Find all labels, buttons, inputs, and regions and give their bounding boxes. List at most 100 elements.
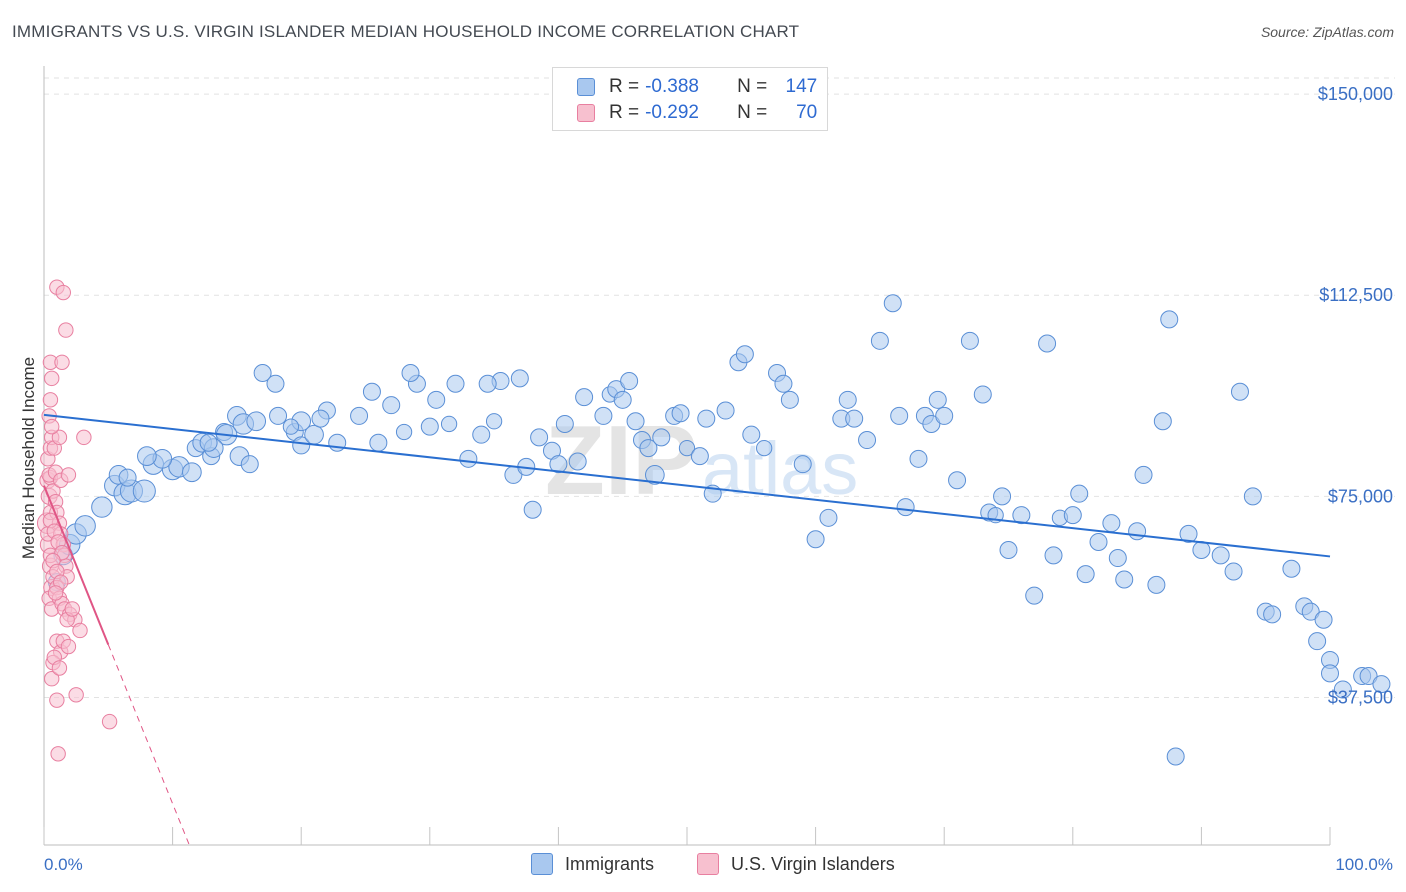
immigrants-point [928,390,947,409]
immigrants-point [1134,465,1153,484]
immigrants-point [311,409,330,428]
immigrants-point [246,411,267,432]
immigrants-point [137,446,157,466]
immigrants-point [960,331,979,350]
immigrants-point [716,401,735,420]
immigrants-point [652,428,671,447]
source-label: Source: ZipAtlas.com [1260,24,1394,40]
immigrants-point [613,390,632,409]
y-tick-label: $150,000 [1318,84,1393,104]
immigrants-point [182,462,202,483]
immigrants-point [549,455,568,474]
immigrants-point [780,390,799,409]
immigrants-point [890,406,909,425]
immigrants-point [735,345,754,364]
immigrants-point [870,331,889,350]
r-label: R = [609,102,640,123]
stats-legend: R = -0.388 N = 147 R = -0.292 N = 70 [552,67,828,131]
virgin-islanders-trend-line [43,485,110,646]
immigrants-point [1314,610,1333,629]
immigrants-point [382,396,401,415]
y-tick-label: $75,000 [1328,486,1393,506]
virgin-islanders-point [101,713,118,730]
virgin-islanders-point [64,601,80,617]
virgin-islanders-swatch [577,104,595,122]
gridlines [44,77,1395,698]
immigrants-point [626,412,645,431]
immigrants-point [350,406,369,425]
immigrants-point [1359,667,1378,686]
immigrants-point [459,449,478,468]
immigrants-point [1115,570,1134,589]
virgin-islanders-point [76,429,92,446]
immigrants-point [568,452,587,471]
legend-item-virgin-islanders[interactable]: U.S. Virgin Islanders [697,853,895,875]
immigrants-point [948,471,967,490]
virgin-islanders-point [60,638,77,655]
immigrants-point [440,415,458,433]
immigrants-point [199,433,218,452]
n-value: 70 [796,102,818,123]
chart-title: IMMIGRANTS VS U.S. VIRGIN ISLANDER MEDIA… [12,22,800,41]
virgin-islanders-point [72,622,88,639]
immigrants-points [47,294,1391,766]
r-label: R = [609,76,640,97]
immigrants-point [1211,546,1230,565]
immigrants-point [1372,675,1391,694]
immigrants-point [690,447,709,466]
immigrants-point [575,388,594,407]
immigrants-point [485,413,503,430]
x-tick-label: 100.0% [1335,855,1393,874]
immigrants-legend-swatch [531,853,553,875]
legend-row-virgin-islanders: R = -0.292 N = 70 [577,101,817,125]
immigrants-point [1147,575,1166,594]
immigrants-point [594,406,613,425]
virgin-islanders-point [55,284,71,301]
immigrants-point [620,372,639,391]
immigrants-point [1308,632,1327,651]
virgin-islanders-point [68,687,84,703]
immigrants-point [883,294,902,313]
immigrants-point [1301,602,1320,621]
immigrants-point [510,369,529,388]
immigrants-point [742,425,761,444]
immigrants-point [639,439,658,458]
immigrants-point [806,530,825,549]
legend-item-immigrants[interactable]: Immigrants [531,853,654,875]
immigrants-point [530,428,549,447]
x-tick-label: 0.0% [44,855,83,874]
virgin-islanders-points [36,279,118,762]
immigrants-point [645,465,665,485]
immigrants-point [999,541,1018,559]
immigrants-point [253,364,272,382]
virgin-islanders-trend-extension [107,644,190,846]
immigrants-point [756,439,773,457]
n-label: N = [737,102,768,123]
immigrants-point [819,508,838,527]
immigrants-point [1179,524,1198,543]
virgin-islanders-point [51,660,68,676]
immigrants-point [1076,565,1095,584]
immigrants-point [1089,532,1108,551]
immigrants-point [266,374,285,393]
immigrants-point [1025,586,1044,605]
virgin-islanders-point [54,354,70,370]
immigrants-point [1321,664,1339,683]
immigrants-point [1282,559,1301,578]
immigrants-point [935,406,954,425]
tick-labels: $37,500 $75,000 $112,500 $150,000 0.0% 100.0% [44,84,1393,874]
immigrants-point [362,382,381,401]
immigrants-point [697,409,716,428]
virgin-islanders-point [51,429,68,446]
legend-label-immigrants: Immigrants [565,853,655,874]
immigrants-point [1012,506,1031,525]
immigrants-point [118,468,137,487]
immigrants-point [269,406,288,425]
immigrants-point [132,479,156,503]
svg-text:atlas: atlas [702,427,858,510]
immigrants-point [1153,412,1172,431]
r-value: -0.388 [645,76,699,97]
virgin-islanders-point [44,418,60,435]
immigrants-point [1108,549,1127,568]
